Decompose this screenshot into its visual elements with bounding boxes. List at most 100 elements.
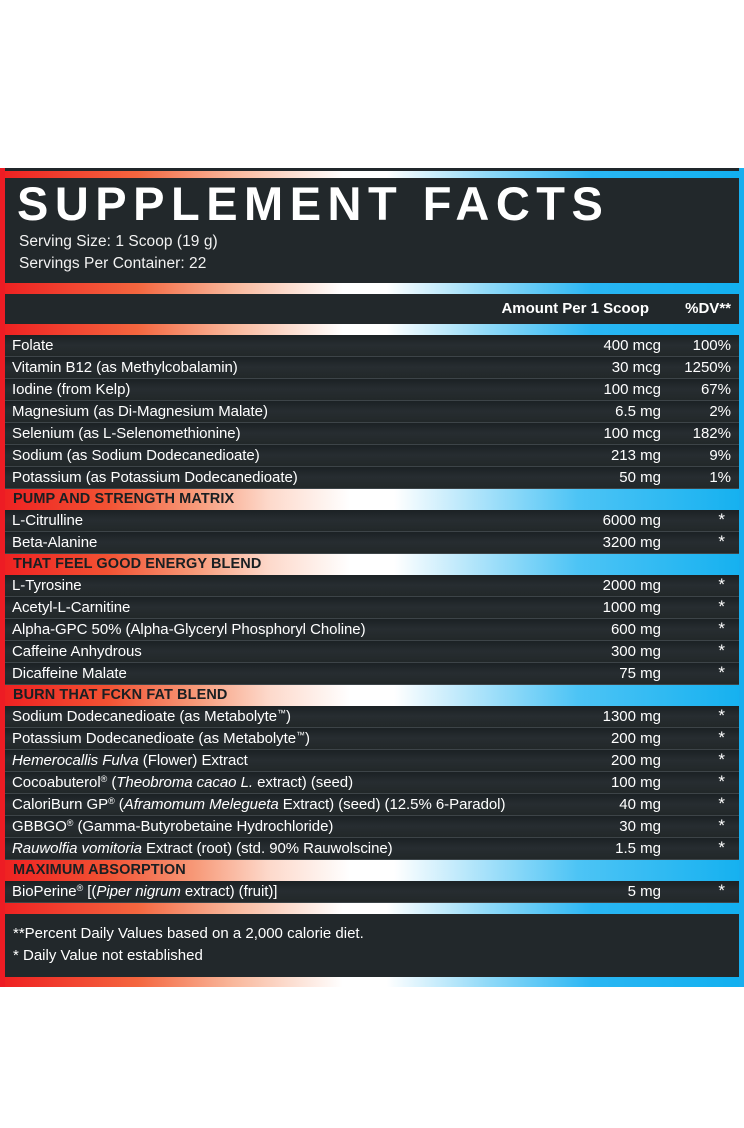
title-block: SUPPLEMENT FACTS Serving Size: 1 Scoop (…: [5, 178, 739, 283]
ingredient-name: Acetyl-L-Carnitine: [12, 598, 131, 616]
top-gradient-bar: [5, 171, 739, 178]
ingredient-row: Sodium (as Sodium Dodecanedioate) 213 mg 9…: [5, 444, 739, 467]
ingredient-name: BioPerine® [(Piper nigrum extract) (frui…: [12, 882, 278, 900]
footnote-line: * Daily Value not established: [13, 946, 203, 964]
ingredient-row: Potassium (as Potassium Dodecanedioate) 5…: [5, 466, 739, 489]
ingredient-name: Rauwolfia vomitoria Extract (root) (std.…: [12, 839, 393, 857]
ingredient-row: Selenium (as L-Selenomethionine) 100 mcg 1…: [5, 422, 739, 445]
ingredient-name: Iodine (from Kelp): [12, 380, 131, 398]
ingredient-daily-value: 9%: [709, 446, 731, 464]
ingredient-row: Cocoabuterol® (Theobroma cacao L. extrac…: [5, 771, 739, 794]
ingredient-amount: 75 mg: [619, 664, 661, 682]
section-header: BURN THAT FCKN FAT BLEND: [5, 684, 739, 706]
ingredient-daily-value: *: [718, 727, 725, 747]
ingredient-row: Beta-Alanine 3200 mg *: [5, 531, 739, 554]
ingredient-daily-value: *: [718, 509, 725, 529]
footnote-divider-gradient-bar: [5, 902, 739, 914]
ingredient-name: Sodium (as Sodium Dodecanedioate): [12, 446, 260, 464]
bottom-gradient-bar: [5, 977, 739, 988]
ingredient-row: Caffeine Anhydrous 300 mg *: [5, 640, 739, 663]
section-header: THAT FEEL GOOD ENERGY BLEND: [5, 553, 739, 575]
ingredient-row: Dicaffeine Malate 75 mg *: [5, 662, 739, 685]
ingredient-name: Dicaffeine Malate: [12, 664, 127, 682]
ingredient-amount: 3200 mg: [602, 533, 661, 551]
ingredient-row: Rauwolfia vomitoria Extract (root) (std.…: [5, 837, 739, 860]
ingredient-amount: 2000 mg: [602, 576, 661, 594]
ingredient-name: Caffeine Anhydrous: [12, 642, 142, 660]
ingredient-daily-value: *: [718, 662, 725, 682]
ingredient-daily-value: 1250%: [684, 358, 731, 376]
ingredient-row: L-Citrulline 6000 mg *: [5, 509, 739, 532]
section-header: MAXIMUM ABSORPTION: [5, 859, 739, 881]
ingredient-amount: 100 mg: [610, 773, 661, 791]
ingredient-daily-value: *: [718, 880, 725, 900]
section-header: PUMP AND STRENGTH MATRIX: [5, 488, 739, 510]
ingredient-table: Folate 400 mcg 100% Vitamin B12 (as Methylc…: [5, 334, 739, 903]
ingredient-amount: 40 mg: [619, 795, 661, 813]
ingredient-daily-value: *: [718, 640, 725, 660]
ingredient-row: BioPerine® [(Piper nigrum extract) (frui…: [5, 880, 739, 903]
ingredient-amount: 6000 mg: [602, 511, 661, 529]
ingredient-amount: 600 mg: [610, 620, 661, 638]
ingredient-amount: 300 mg: [610, 642, 661, 660]
ingredient-daily-value: *: [718, 705, 725, 725]
header-divider-gradient-bar: [5, 282, 739, 294]
ingredient-row: CaloriBurn GP® (Aframomum Melegueta Extr…: [5, 793, 739, 816]
ingredient-name: Cocoabuterol® (Theobroma cacao L. extrac…: [12, 773, 354, 791]
ingredient-name: Potassium (as Potassium Dodecanedioate): [12, 468, 298, 486]
ingredient-amount: 30 mcg: [611, 358, 661, 376]
ingredient-amount: 30 mg: [619, 817, 661, 835]
ingredient-name: L-Citrulline: [12, 511, 84, 529]
page-title: SUPPLEMENT FACTS: [17, 177, 610, 230]
ingredient-row: Potassium Dodecanedioate (as Metabolyte™…: [5, 727, 739, 750]
ingredient-row: Hemerocallis Fulva (Flower) Extract 200 m…: [5, 749, 739, 772]
ingredient-daily-value: *: [718, 793, 725, 813]
ingredient-name: Vitamin B12 (as Methylcobalamin): [12, 358, 238, 376]
ingredient-daily-value: *: [718, 618, 725, 638]
table-top-gradient-bar: [5, 323, 739, 335]
ingredient-daily-value: *: [718, 596, 725, 616]
section-header-label: THAT FEEL GOOD ENERGY BLEND: [13, 555, 262, 572]
footnotes-block: **Percent Daily Values based on a 2,000 …: [5, 913, 739, 978]
ingredient-row: Vitamin B12 (as Methylcobalamin) 30 mcg 12…: [5, 356, 739, 379]
ingredient-daily-value: *: [718, 531, 725, 551]
ingredient-daily-value: *: [718, 749, 725, 769]
ingredient-row: Magnesium (as Di-Magnesium Malate) 6.5 mg…: [5, 400, 739, 423]
ingredient-amount: 50 mg: [619, 468, 661, 486]
ingredient-amount: 5 mg: [627, 882, 661, 900]
ingredient-daily-value: 182%: [692, 424, 731, 442]
ingredient-amount: 1300 mg: [602, 707, 661, 725]
servings-per-container-text: Servings Per Container: 22: [19, 254, 207, 272]
ingredient-name: Selenium (as L-Selenomethionine): [12, 424, 241, 442]
ingredient-row: Alpha-GPC 50% (Alpha-Glyceryl Phosphoryl…: [5, 618, 739, 641]
column-header-row: Amount Per 1 Scoop %DV**: [5, 293, 739, 324]
ingredient-name: Magnesium (as Di-Magnesium Malate): [12, 402, 268, 420]
ingredient-amount: 1.5 mg: [615, 839, 661, 857]
ingredient-daily-value: *: [718, 837, 725, 857]
ingredient-name: Potassium Dodecanedioate (as Metabolyte™…: [12, 729, 310, 747]
ingredient-name: CaloriBurn GP® (Aframomum Melegueta Extr…: [12, 795, 506, 813]
ingredient-name: Alpha-GPC 50% (Alpha-Glyceryl Phosphoryl…: [12, 620, 366, 638]
ingredient-amount: 1000 mg: [602, 598, 661, 616]
ingredient-row: Acetyl-L-Carnitine 1000 mg *: [5, 596, 739, 619]
ingredient-row: Folate 400 mcg 100%: [5, 334, 739, 357]
ingredient-name: Hemerocallis Fulva (Flower) Extract: [12, 751, 248, 769]
ingredient-row: L-Tyrosine 2000 mg *: [5, 574, 739, 597]
ingredient-amount: 200 mg: [610, 751, 661, 769]
ingredient-name: Beta-Alanine: [12, 533, 98, 551]
ingredient-row: Sodium Dodecanedioate (as Metabolyte™) 13…: [5, 705, 739, 728]
ingredient-daily-value: *: [718, 815, 725, 835]
ingredient-row: GBBGO® (Gamma-Butyrobetaine Hydrochlorid…: [5, 815, 739, 838]
column-header-amount: Amount Per 1 Scoop: [501, 299, 649, 317]
ingredient-name: GBBGO® (Gamma-Butyrobetaine Hydrochlorid…: [12, 817, 334, 835]
ingredient-daily-value: *: [718, 771, 725, 791]
ingredient-amount: 6.5 mg: [615, 402, 661, 420]
section-header-label: PUMP AND STRENGTH MATRIX: [13, 490, 235, 507]
ingredient-name: Sodium Dodecanedioate (as Metabolyte™): [12, 707, 291, 725]
ingredient-amount: 400 mcg: [603, 336, 661, 354]
ingredient-amount: 213 mg: [610, 446, 661, 464]
section-header-label: MAXIMUM ABSORPTION: [13, 861, 186, 878]
ingredient-daily-value: 67%: [700, 380, 731, 398]
ingredient-daily-value: 1%: [709, 468, 731, 486]
